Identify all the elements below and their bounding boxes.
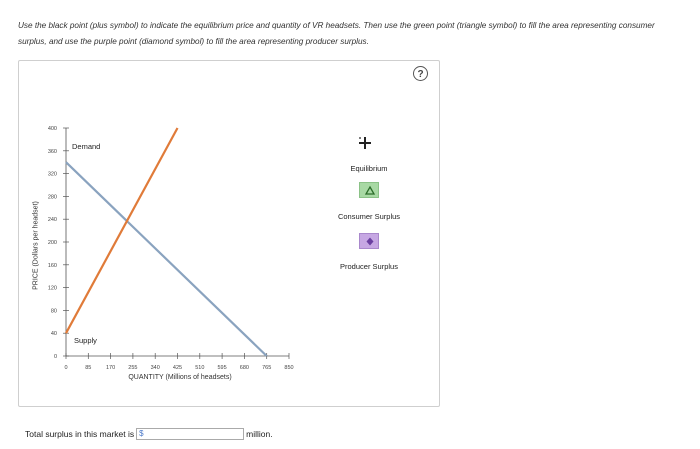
y-tick-label: 200 xyxy=(48,240,57,246)
y-tick-label: 280 xyxy=(48,194,57,200)
total-surplus-input[interactable]: $ xyxy=(136,428,245,440)
instructions-text: Use the black point (plus symbol) to ind… xyxy=(18,21,655,46)
legend-producer-surplus-label: Producer Surplus xyxy=(340,262,398,271)
demand-curve xyxy=(65,161,268,357)
x-axis-label: QUANTITY (Millions of headsets) xyxy=(128,374,232,381)
x-tick-label: 255 xyxy=(128,365,137,371)
total-surplus-prefix: Total surplus in this market is xyxy=(25,429,135,439)
legend-equilibrium-label: Equilibrium xyxy=(350,164,388,173)
x-tick-label: 680 xyxy=(240,365,249,371)
x-tick-label: 85 xyxy=(85,365,91,371)
y-tick-label: 160 xyxy=(48,263,57,269)
currency-symbol: $ xyxy=(139,429,144,438)
x-tick-label: 340 xyxy=(151,365,160,371)
plus-icon[interactable] xyxy=(357,135,373,151)
total-surplus-suffix: million. xyxy=(246,429,273,439)
help-icon[interactable]: ? xyxy=(413,66,428,81)
x-tick-label: 765 xyxy=(262,365,271,371)
y-tick-label: 240 xyxy=(48,217,57,223)
x-tick-label: 170 xyxy=(106,365,115,371)
y-tick-label: 360 xyxy=(48,149,57,155)
diamond-icon[interactable] xyxy=(359,233,379,249)
x-tick-label: 425 xyxy=(173,365,182,371)
demand-curve-label: Demand xyxy=(72,142,101,151)
y-tick-label: 0 xyxy=(54,354,57,360)
total-surplus-row: Total surplus in this market is $ millio… xyxy=(25,428,273,440)
y-tick-label: 40 xyxy=(51,331,57,337)
x-tick-label: 510 xyxy=(195,365,204,371)
y-tick-label: 320 xyxy=(48,172,57,178)
supply-curve xyxy=(65,127,179,334)
legend-consumer-surplus-label: Consumer Surplus xyxy=(337,212,401,221)
y-tick-label: 400 xyxy=(48,126,57,132)
y-tick-label: 80 xyxy=(51,308,57,314)
x-tick-label: 850 xyxy=(284,365,293,371)
x-tick-label: 595 xyxy=(218,365,227,371)
y-tick-label: 120 xyxy=(48,286,57,292)
triangle-icon[interactable] xyxy=(359,182,379,198)
y-axis-label: PRICE (Dollars per headset) xyxy=(32,201,40,290)
x-tick-label: 0 xyxy=(64,365,67,371)
supply-curve-label: Supply xyxy=(74,336,97,345)
